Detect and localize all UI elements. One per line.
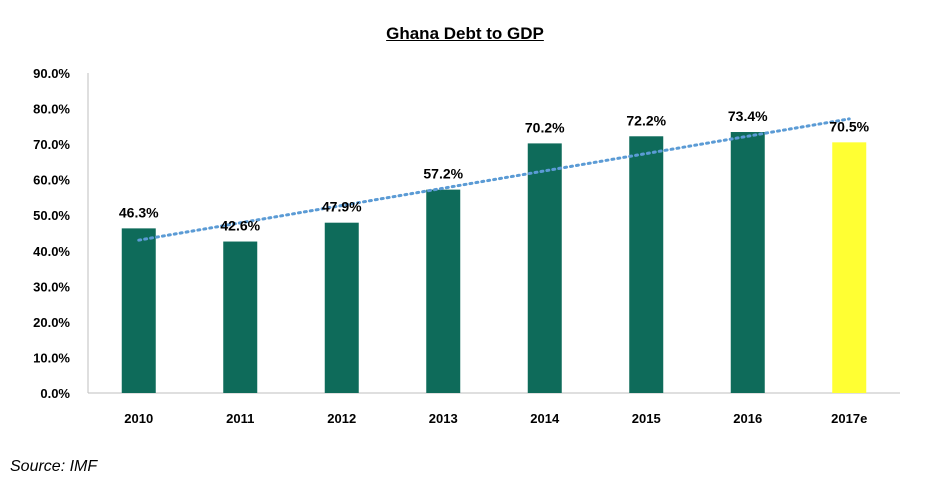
data-label: 46.3% [119,204,159,220]
bars [121,132,867,394]
x-tick-label: 2017e [831,411,867,426]
y-axis-ticks: 0.0% 10.0% 20.0% 30.0% 40.0% 50.0% 60.0% 70.0% 8… [33,66,70,401]
data-label: 57.2% [423,166,463,182]
x-tick-label: 2011 [226,411,254,426]
y-tick-label: 60.0% [33,173,70,188]
y-tick-label: 90.0% [33,66,70,81]
y-tick-label: 70.0% [33,137,70,152]
bar [324,222,359,393]
data-label: 70.5% [829,118,869,134]
bar [426,189,461,393]
x-tick-label: 2015 [632,411,661,426]
bar-estimate [832,142,867,393]
y-tick-label: 30.0% [33,279,70,294]
data-label: 70.2% [525,119,565,135]
x-tick-label: 2013 [429,411,458,426]
y-tick-label: 50.0% [33,208,70,223]
x-tick-label: 2014 [530,411,560,426]
source-note: Source: IMF [10,458,98,475]
bar [629,136,664,394]
data-label: 72.2% [626,112,666,128]
bar [223,241,258,393]
y-tick-label: 10.0% [33,350,70,365]
trendline [137,117,851,242]
x-tick-label: 2016 [733,411,762,426]
y-tick-label: 80.0% [33,102,70,117]
x-tick-label: 2012 [327,411,356,426]
y-tick-label: 20.0% [33,315,70,330]
bar [527,143,562,393]
bar [121,228,156,393]
x-axis-ticks: 2010 2011 2012 2013 2014 2015 2016 2017e [124,411,867,426]
data-label: 42.6% [220,218,260,234]
data-labels: 46.3% 42.6% 47.9% 57.2% 70.2% 72.2% 73.4% 70.5% [119,108,870,234]
bar [730,132,765,393]
data-label: 73.4% [728,108,768,124]
data-label: 47.9% [322,199,362,215]
chart-title: Ghana Debt to GDP [386,24,544,43]
y-tick-label: 0.0% [40,386,70,401]
x-tick-label: 2010 [124,411,153,426]
y-tick-label: 40.0% [33,244,70,259]
